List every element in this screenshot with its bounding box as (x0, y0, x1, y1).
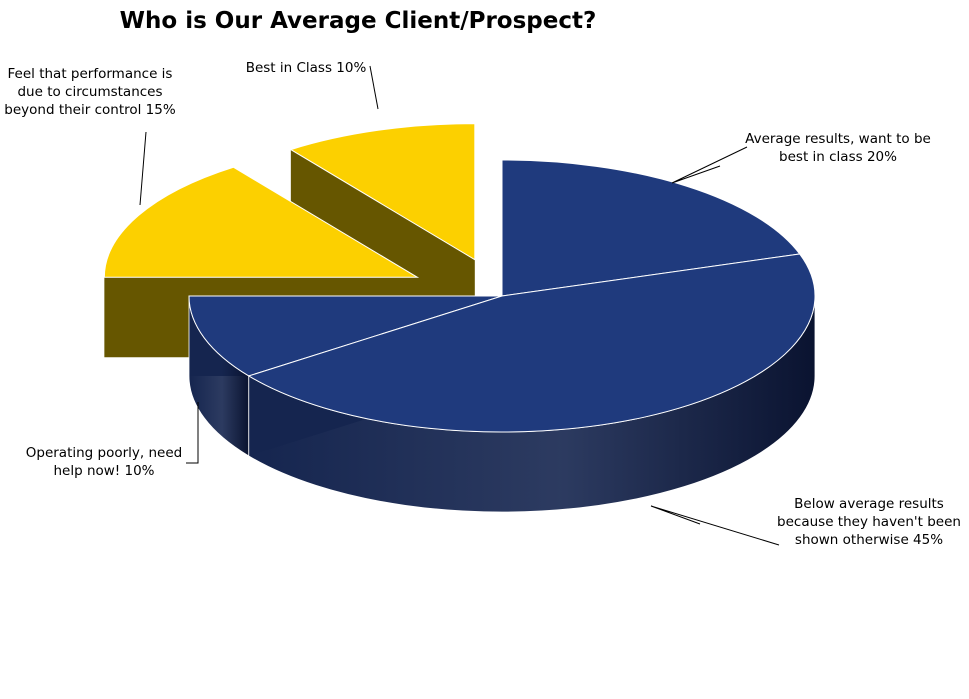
data-label-line: Operating poorly, need (26, 445, 182, 461)
data-label-line: due to circumstances (17, 84, 162, 100)
data-label: Operating poorly, need help now! 10% (26, 445, 182, 479)
pie-slice-top (103, 166, 420, 278)
pie-slice-top (289, 123, 476, 261)
data-label-line: because they haven't been (777, 514, 961, 530)
data-label-line: beyond their control 15% (4, 102, 176, 118)
data-label-line: Below average results (794, 496, 944, 512)
pie-slices (103, 123, 816, 513)
pie-slice-wall (290, 149, 475, 340)
data-label: Feel that performance is due to circumsta… (4, 66, 176, 118)
pie-slice (247, 253, 816, 513)
data-label-line: Average results, want to be (745, 131, 931, 147)
data-label-line: help now! 10% (53, 463, 154, 479)
leader-line (186, 402, 199, 464)
pie-slice (289, 123, 476, 340)
data-label: Below average results because they haven'… (777, 496, 961, 548)
data-label: Average results, want to be best in class… (745, 131, 931, 165)
leader-line (671, 146, 748, 184)
data-label: Best in Class 10% (246, 60, 367, 76)
pie-slice-top (247, 253, 816, 433)
leader-line (139, 131, 147, 206)
pie-labels: Average results, want to be best in class… (4, 60, 961, 548)
leader-line (369, 65, 379, 110)
data-label-line: Best in Class 10% (246, 60, 367, 76)
data-label-line: shown otherwise 45% (795, 532, 943, 548)
pie-slice-top (188, 295, 503, 377)
pie-slice-top (501, 159, 801, 297)
leader-line (650, 505, 780, 546)
chart-title: Who is Our Average Client/Prospect? (120, 8, 597, 34)
data-label-line: best in class 20% (779, 149, 897, 165)
data-label-line: Feel that performance is (8, 66, 173, 82)
